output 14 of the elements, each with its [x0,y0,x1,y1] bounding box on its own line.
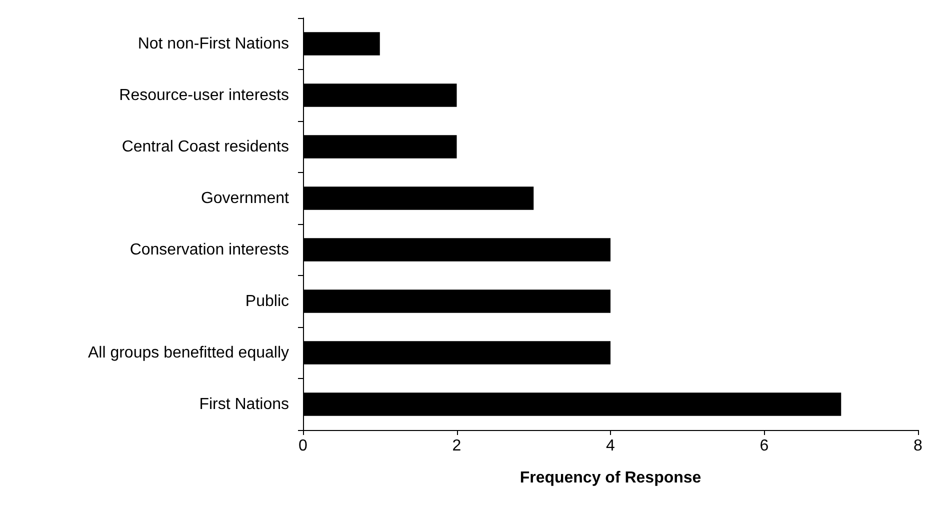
y-tick-label: Not non-First Nations [138,35,289,52]
y-tick-label: Central Coast residents [122,138,289,156]
y-tick-label: All groups benefitted equally [88,344,289,362]
y-tick-label: Resource-user interests [119,86,289,104]
x-tick-label: 6 [760,438,769,454]
x-axis-title: Frequency of Response [520,470,702,486]
y-tick-label: Government [200,190,290,207]
y-tick-label: Public [245,292,289,310]
y-tick-label: First Nations [199,396,289,413]
y-tick-label: Conservation interests [130,241,289,258]
x-tick-label: 0 [298,438,308,454]
x-tick-label: 8 [914,438,923,454]
x-tick-label: 2 [452,438,462,454]
x-tick-label: 4 [606,438,616,454]
